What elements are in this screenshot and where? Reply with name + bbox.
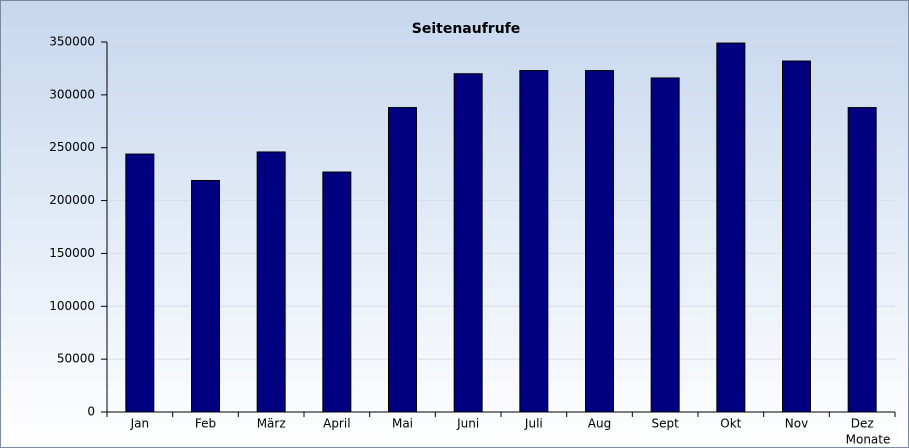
y-tick-label: 300000 bbox=[49, 87, 95, 101]
x-tick-label: Juli bbox=[524, 417, 543, 431]
y-tick-label: 250000 bbox=[49, 140, 95, 154]
x-tick-label: Dez bbox=[851, 417, 874, 431]
chart-title: Seitenaufrufe bbox=[412, 21, 521, 37]
bar bbox=[125, 153, 155, 413]
x-tick-label: April bbox=[323, 417, 350, 431]
bar bbox=[650, 77, 680, 413]
bar bbox=[716, 42, 746, 413]
x-tick-label: Sept bbox=[652, 417, 680, 431]
x-tick-label: Mai bbox=[392, 417, 413, 431]
x-tick-label: Juni bbox=[456, 417, 479, 431]
x-tick-label: Jan bbox=[130, 417, 150, 431]
bar bbox=[191, 179, 220, 413]
bar bbox=[782, 60, 811, 413]
bar bbox=[519, 70, 549, 413]
x-tick-label: Aug bbox=[588, 417, 611, 431]
y-tick-label: 350000 bbox=[49, 35, 95, 49]
x-tick-label: Okt bbox=[720, 417, 741, 431]
y-tick-label: 50000 bbox=[57, 352, 95, 366]
bar bbox=[256, 151, 286, 413]
bar bbox=[453, 73, 483, 413]
x-axis-label: Monate bbox=[846, 433, 891, 447]
bar bbox=[388, 107, 417, 413]
bar bbox=[847, 107, 877, 413]
x-tick-label: Nov bbox=[785, 417, 808, 431]
y-tick-label: 0 bbox=[87, 405, 95, 419]
y-tick-label: 200000 bbox=[49, 193, 95, 207]
x-tick-label: Feb bbox=[195, 417, 216, 431]
y-tick-label: 150000 bbox=[49, 246, 95, 260]
bar bbox=[585, 70, 614, 413]
x-tick-label: März bbox=[257, 417, 286, 431]
y-tick-label: 100000 bbox=[49, 299, 95, 313]
bar bbox=[322, 171, 352, 413]
